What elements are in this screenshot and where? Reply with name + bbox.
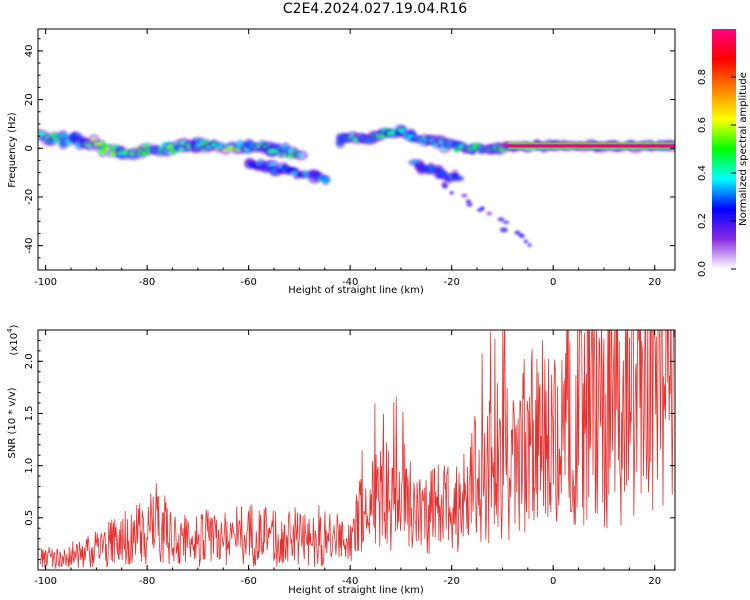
spectrogram-y-tick-label: -20 [24,189,35,205]
snr-x-tick-label: 20 [648,576,661,587]
colorbar: 0.0 0.2 0.4 0.6 0.8 Normalized spectral ampl… [697,29,749,277]
spectrogram-scatter [527,243,532,247]
spectrogram-scatter [442,183,449,189]
spectrogram-axes: -100 -80 -60 -40 -20 0 20 -40 -20 0 20 40 [24,29,675,288]
spectrogram-scatter [514,230,521,235]
spectrogram-blob [320,177,331,183]
colorbar-gradient [712,29,736,269]
spectrogram-frame [37,28,676,271]
colorbar-tick-label: 0.6 [697,117,708,133]
spectrogram-y-tick-label: 20 [24,93,35,106]
snr-x-tick-label: 0 [550,576,556,587]
spectrogram-x-tick-label: 20 [648,277,661,288]
snr-x-axis-label: Height of straight line (km) [288,585,424,596]
snr-multiplier-exponent: 4 [6,328,14,333]
spectrogram-blob [57,133,69,139]
snr-y-tick-label: 0.5 [24,510,35,526]
colorbar-tick-label: 0.4 [697,165,708,181]
spectrogram-scatter [497,217,505,222]
snr-frame [37,329,676,571]
snr-plot-area [40,330,675,569]
spectrogram-blob [274,144,280,149]
spectrogram-blob [97,148,107,154]
snr-panel: -100 -80 -60 -40 -20 0 20 0.5 1.0 1.5 2.0 Height o… [6,324,676,596]
spectrogram-scatter [449,191,454,195]
colorbar-tick-label: 0.2 [697,213,708,229]
spectrogram-x-tick-label: -40 [342,277,358,288]
spectrogram-x-tick-label: -100 [34,277,57,288]
spectrogram-y-tick-label: 0 [24,145,35,151]
spectrogram-y-tick-label: -40 [24,237,35,253]
spectrogram-y-tick-label: 40 [24,45,35,58]
spectrogram-blob [398,129,406,133]
snr-y-axis-label: SNR (10 * v/v) [7,387,18,458]
snr-x-tick-label: -40 [342,576,358,587]
spectrogram-scatter [461,193,468,198]
snr-y-tick-label: 1.5 [24,406,35,422]
figure-title: C2E4.2024.027.19.04.R16 [282,1,468,17]
spectrogram-scatter [486,211,493,216]
snr-multiplier-text: (x10 [9,333,20,356]
spectrogram-blobs [38,124,675,247]
spectrogram-blob [452,176,463,180]
spectrogram-scatter [502,220,510,224]
spectrogram-x-tick-label: -80 [139,277,155,288]
snr-series-line [40,330,675,569]
spectrogram-scatter [518,233,525,238]
spectrogram-blob [298,153,304,158]
colorbar-tick-label: 0.0 [697,261,708,277]
snr-x-tick-label: -100 [34,576,57,587]
colorbar-tick-label: 0.8 [697,69,708,85]
spectrogram-x-tick-label: -60 [240,277,256,288]
snr-y-tick-label: 2.0 [24,353,35,369]
snr-x-tick-label: -20 [443,576,459,587]
colorbar-ticks: 0.0 0.2 0.4 0.6 0.8 [697,69,736,277]
snr-multiplier: (x104) [6,324,20,355]
colorbar-label: Normalized spectral amplitude [738,72,749,226]
spectrogram-x-tick-label: 0 [550,277,556,288]
spectrogram-x-axis-label: Height of straight line (km) [288,285,424,296]
spectrogram-plot-area [38,124,675,247]
svg-text:(x104): (x104) [6,324,20,355]
spectrogram-y-axis-label: Frequency (Hz) [7,112,18,188]
spectrogram-scatter [465,199,472,204]
snr-y-tick-label: 1.0 [24,458,35,474]
spectrogram-scatter [477,208,483,212]
spectrogram-panel: -100 -80 -60 -40 -20 0 20 -40 -20 0 20 40 Height of… [7,28,676,296]
snr-axes: -100 -80 -60 -40 -20 0 20 0.5 1.0 1.5 2.0 [24,330,675,587]
snr-x-tick-label: -80 [139,576,155,587]
spectrogram-scatter [499,227,508,233]
spectrogram-scatter [523,239,529,244]
spectrogram-x-tick-label: -20 [443,277,459,288]
spectrogram-scatter [466,202,473,207]
snr-x-tick-label: -60 [240,576,256,587]
